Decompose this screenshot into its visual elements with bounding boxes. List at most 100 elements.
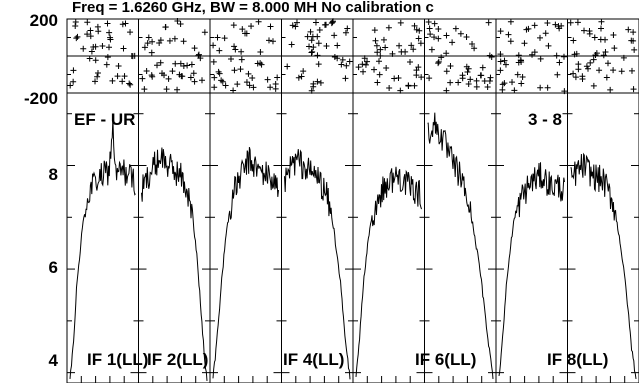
- phase-point-if7: [501, 57, 508, 64]
- phase-point-if6: [435, 35, 442, 42]
- phase-point-if3: [264, 76, 271, 83]
- phase-point-if5: [373, 42, 380, 49]
- amplitude-series-if1: [69, 118, 136, 379]
- phase-point-if8: [570, 70, 577, 77]
- phase-point-if8: [625, 26, 632, 33]
- phase-point-if5: [375, 58, 382, 65]
- phase-point-if6: [459, 75, 466, 82]
- phase-point-if4: [314, 52, 321, 59]
- phase-point-if7: [544, 20, 551, 27]
- phase-point-if4: [322, 21, 329, 28]
- phase-point-if4: [314, 33, 321, 40]
- phase-point-if3: [269, 38, 276, 45]
- phase-point-if5: [359, 61, 366, 68]
- phase-point-if4: [343, 62, 350, 69]
- phase-point-if5: [416, 27, 423, 34]
- phase-point-if2: [139, 75, 146, 82]
- amplitude-series-if8: [570, 152, 637, 379]
- phase-point-if5: [413, 72, 420, 79]
- phase-point-if2: [199, 77, 206, 84]
- phase-point-if2: [177, 20, 184, 27]
- phase-point-if5: [372, 37, 379, 44]
- phase-point-if4: [323, 43, 330, 50]
- phase-point-if8: [590, 82, 597, 89]
- phase-point-if1: [67, 82, 74, 89]
- phase-point-if5: [380, 36, 387, 43]
- phase-point-if2: [201, 29, 208, 36]
- phase-point-if2: [165, 75, 172, 82]
- phase-point-if4: [308, 37, 315, 44]
- phase-point-if4: [306, 43, 313, 50]
- phase-point-if1: [94, 70, 101, 77]
- phase-point-if6: [447, 63, 454, 70]
- phase-point-if8: [628, 37, 635, 44]
- amplitude-series-if5: [355, 166, 422, 377]
- phase-point-if1: [92, 43, 99, 50]
- phase-point-if1: [119, 21, 126, 28]
- phase-point-if7: [561, 88, 568, 95]
- phase-point-if4: [284, 63, 291, 70]
- phase-point-if3: [238, 48, 245, 55]
- phase-point-if8: [610, 67, 617, 74]
- phase-point-if2: [171, 35, 178, 42]
- phase-point-if3: [265, 37, 272, 44]
- phase-point-if8: [574, 19, 581, 26]
- phase-point-if3: [245, 70, 252, 77]
- phase-point-if4: [300, 68, 307, 75]
- phase-point-if7: [537, 84, 544, 91]
- phase-point-if3: [246, 82, 253, 89]
- phase-points: [67, 18, 638, 95]
- phase-point-if7: [499, 86, 506, 93]
- phase-point-if8: [587, 59, 594, 66]
- phase-point-if4: [329, 19, 336, 26]
- phase-point-if2: [144, 40, 151, 47]
- phase-point-if7: [497, 58, 504, 65]
- amplitude-series-if6: [427, 112, 494, 379]
- phase-point-if1: [106, 44, 113, 51]
- phase-point-if8: [593, 50, 600, 57]
- phase-point-if3: [219, 78, 226, 85]
- phase-point-if3: [258, 61, 265, 68]
- phase-point-if6: [473, 83, 480, 90]
- phase-point-if1: [103, 61, 110, 68]
- phase-point-if6: [438, 54, 445, 61]
- phase-point-if1: [88, 48, 95, 55]
- phase-point-if1: [122, 20, 129, 27]
- baseline-label: EF - UR: [74, 110, 135, 129]
- phase-point-if1: [94, 73, 101, 80]
- phase-point-if6: [425, 18, 432, 25]
- phase-point-if4: [308, 87, 315, 94]
- phase-point-if7: [554, 71, 561, 78]
- phase-point-if5: [364, 58, 371, 65]
- phase-point-if5: [386, 84, 393, 91]
- phase-point-if8: [600, 52, 607, 59]
- phase-point-if7: [499, 81, 506, 88]
- phase-point-if3: [267, 23, 274, 30]
- phase-point-if1: [121, 73, 128, 80]
- phase-point-if7: [560, 53, 567, 60]
- phase-point-if3: [257, 49, 264, 56]
- phase-point-if6: [485, 19, 492, 26]
- phase-point-if6: [471, 45, 478, 52]
- phase-point-if6: [435, 25, 442, 32]
- phase-point-if6: [469, 40, 476, 47]
- phase-point-if7: [542, 30, 549, 37]
- phase-point-if5: [371, 27, 378, 34]
- phase-point-if6: [465, 80, 472, 87]
- phase-point-if6: [452, 25, 459, 32]
- phase-point-if8: [583, 63, 590, 70]
- phase-point-if8: [618, 68, 625, 75]
- if-labels: IF 1(LL) IF 2(LL) IF 4(LL) IF 6(LL) IF 8…: [87, 350, 608, 369]
- phase-point-if4: [310, 80, 317, 87]
- phase-point-if3: [237, 66, 244, 73]
- phase-point-if6: [431, 20, 438, 27]
- phase-point-if5: [382, 44, 389, 51]
- phase-point-if8: [572, 74, 579, 81]
- phase-point-if5: [411, 22, 418, 29]
- phase-point-if2: [195, 51, 202, 58]
- phase-point-if4: [316, 26, 323, 33]
- phase-point-if2: [159, 70, 166, 77]
- phase-point-if8: [579, 75, 586, 82]
- phase-point-if1: [80, 45, 87, 52]
- phase-point-if7: [515, 52, 522, 59]
